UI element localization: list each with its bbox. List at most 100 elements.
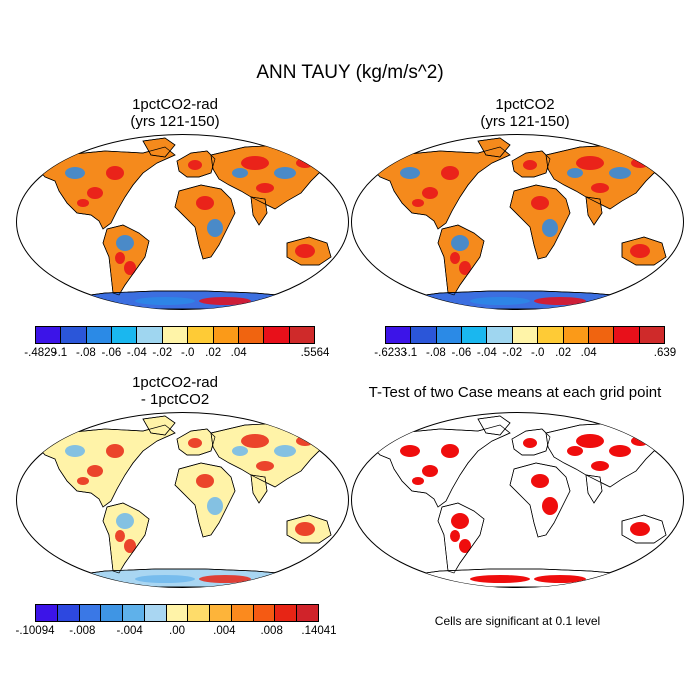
colorbar-swatch bbox=[213, 327, 239, 343]
colorbar-swatch bbox=[101, 605, 124, 621]
panel1-title: 1pctCO2-rad (yrs 121-150) bbox=[65, 96, 285, 130]
coastline-south-america bbox=[437, 502, 485, 574]
colorbar-swatch bbox=[614, 327, 640, 343]
coastline-north-america bbox=[36, 424, 176, 508]
map-shading-patch bbox=[232, 446, 248, 456]
map-shading-patch bbox=[459, 261, 471, 275]
colorbar-labels-panel-3: -.10094 -.008 -.004 .00 .004 .008 .14041 bbox=[15, 625, 336, 641]
map-panel-ttest bbox=[351, 412, 684, 588]
colorbar-tick-label: .008 bbox=[260, 625, 283, 637]
colorbar-tick-label: .04 bbox=[230, 347, 247, 359]
map-shading-patch bbox=[470, 575, 530, 583]
colorbar-swatch bbox=[231, 605, 254, 621]
colorbar-swatch bbox=[238, 327, 265, 343]
map-shading-patch bbox=[106, 166, 124, 180]
map-shading-patch bbox=[188, 438, 202, 448]
colorbar-swatch bbox=[57, 605, 80, 621]
map-shading-patch bbox=[400, 445, 420, 457]
map-shading-patch bbox=[295, 244, 315, 258]
map-shading-patch bbox=[441, 166, 459, 180]
colorbar-swatch bbox=[253, 605, 276, 621]
map-shading-patch bbox=[295, 522, 315, 536]
map-shading-patch bbox=[609, 167, 631, 179]
coastline-greenland bbox=[477, 415, 511, 436]
colorbar-labels-panel-1: -.4829 -.1 -.08 -.06 -.04 -.02 -.0 .02 .04 .5564 bbox=[24, 347, 329, 363]
colorbar-tick-label: -.06 bbox=[451, 347, 472, 359]
map-shading-patch bbox=[87, 465, 103, 477]
colorbar-tick-label: -.004 bbox=[116, 625, 143, 637]
colorbar-tick-label: -.0 bbox=[181, 347, 195, 359]
colorbar-labels-panel-2: -.6233 -.1 -.08 -.06 -.04 -.02 -.0 .02 .04 .639 bbox=[374, 347, 676, 363]
map-shading-patch bbox=[116, 235, 134, 251]
map-shading-patch bbox=[241, 156, 269, 170]
map-shading-patch bbox=[567, 168, 583, 178]
coastline-australia bbox=[286, 514, 332, 544]
map-shading-patch bbox=[441, 444, 459, 458]
colorbar-tick-label: -.4829 bbox=[24, 347, 57, 359]
colorbar-swatch bbox=[297, 605, 318, 621]
panel2-title-line1: 1pctCO2 bbox=[495, 96, 555, 113]
coastline-europe bbox=[511, 428, 551, 456]
colorbar-swatch bbox=[386, 327, 412, 343]
coastline-south-america bbox=[102, 224, 150, 296]
map-shading-patch bbox=[256, 183, 274, 193]
colorbar-tick-label: .02 bbox=[205, 347, 222, 359]
colorbar-tick-label: -.06 bbox=[101, 347, 122, 359]
coastline-north-america bbox=[371, 146, 511, 230]
map-shading-patch bbox=[65, 167, 85, 179]
coastline-europe bbox=[176, 428, 216, 456]
colorbar-tick-label: -.08 bbox=[425, 347, 446, 359]
colorbar-swatch bbox=[210, 605, 232, 621]
colorbar-swatch bbox=[588, 327, 615, 343]
colorbar-swatch bbox=[462, 327, 488, 343]
colorbar-panel-3 bbox=[35, 604, 319, 622]
map-shading-patch bbox=[591, 183, 609, 193]
colorbar-swatch bbox=[289, 327, 314, 343]
map-shading-patch bbox=[400, 167, 420, 179]
panel1-title-line1: 1pctCO2-rad bbox=[132, 96, 218, 113]
panel3-title-line1: 1pctCO2-rad bbox=[132, 374, 218, 391]
colorbar-swatch bbox=[538, 327, 564, 343]
map-shading-patch bbox=[135, 575, 195, 583]
map-shading-patch bbox=[459, 539, 471, 553]
coastline-africa bbox=[174, 184, 236, 260]
colorbar-tick-label: -.08 bbox=[75, 347, 96, 359]
map-shading-patch bbox=[567, 446, 583, 456]
map-shading-patch bbox=[124, 539, 136, 553]
figure-title: ANN TAUY (kg/m/s^2) bbox=[256, 62, 444, 83]
map-shading-patch bbox=[630, 522, 650, 536]
map-shading-patch bbox=[116, 513, 134, 529]
map-shading-patch bbox=[188, 160, 202, 170]
colorbar-tick-label: .00 bbox=[169, 625, 185, 637]
panel1-title-line2: (yrs 121-150) bbox=[130, 113, 220, 130]
panel3-title: 1pctCO2-rad - 1pctCO2 bbox=[65, 374, 285, 408]
coastline-africa bbox=[174, 462, 236, 538]
colorbar-swatch bbox=[79, 605, 102, 621]
map-shading-patch bbox=[106, 444, 124, 458]
coastline-south-america bbox=[437, 224, 485, 296]
colorbar-swatch bbox=[112, 327, 138, 343]
coastline-greenland bbox=[477, 137, 511, 158]
colorbar-swatch bbox=[86, 327, 113, 343]
panel3-title-line2: - 1pctCO2 bbox=[140, 391, 210, 408]
coastline-australia bbox=[286, 236, 332, 266]
coastline-europe bbox=[176, 150, 216, 178]
map-shading-patch bbox=[470, 297, 530, 305]
significance-note: Cells are significant at 0.1 level bbox=[434, 614, 601, 628]
map-shading-patch bbox=[531, 474, 549, 488]
colorbar-tick-label: -.0 bbox=[531, 347, 545, 359]
colorbar-tick-label: .5564 bbox=[300, 347, 330, 359]
map-shading-patch bbox=[630, 244, 650, 258]
map-shading-patch bbox=[523, 160, 537, 170]
colorbar-tick-label: -.008 bbox=[69, 625, 96, 637]
coastline-greenland bbox=[142, 415, 176, 436]
colorbar-tick-label: -.02 bbox=[152, 347, 173, 359]
colorbar-swatch bbox=[275, 605, 298, 621]
colorbar-swatch bbox=[264, 327, 290, 343]
map-shading-patch bbox=[534, 575, 586, 583]
map-shading-patch bbox=[531, 196, 549, 210]
map-shading-patch bbox=[450, 530, 460, 542]
coastline-india bbox=[585, 474, 603, 504]
map-shading-patch bbox=[256, 461, 274, 471]
map-panel-1rad bbox=[16, 134, 349, 310]
